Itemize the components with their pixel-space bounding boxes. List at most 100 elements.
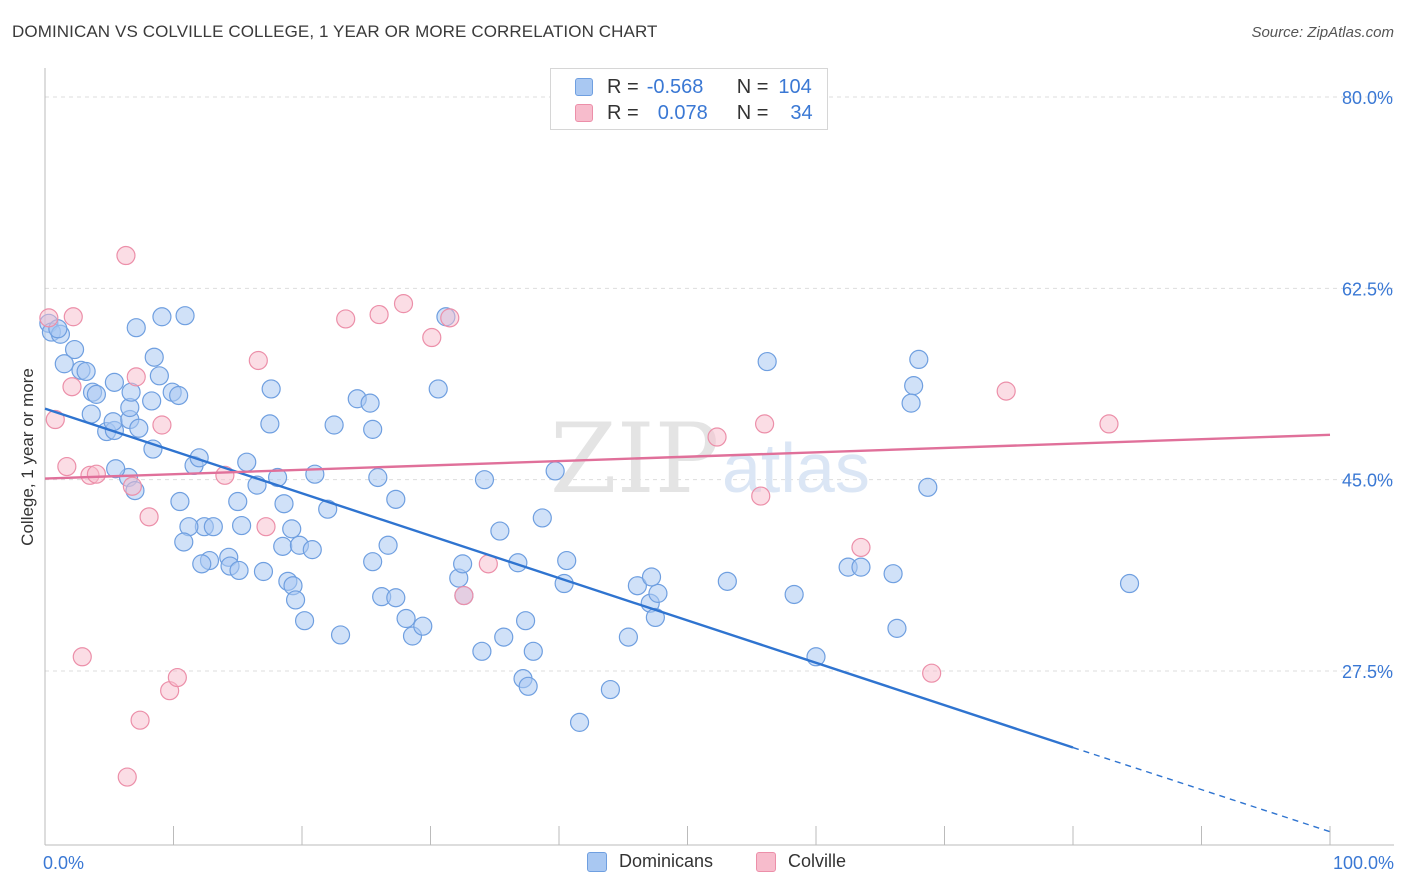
dominicans-point <box>600 679 621 700</box>
colville-point <box>754 414 775 434</box>
colville-point <box>707 427 727 447</box>
trend-lines <box>44 407 1331 833</box>
dominicans-point <box>918 477 938 497</box>
source-credit: Source: ZipAtlas.com <box>1251 24 1394 41</box>
series-legend: Dominicans Colville <box>0 851 1406 877</box>
dominicans-point <box>901 393 921 413</box>
colville-point <box>126 367 146 387</box>
dominicans-points <box>39 306 1140 732</box>
dominicans-point <box>169 385 189 406</box>
dominicans-trend-extension <box>1072 746 1331 833</box>
dominicans-point <box>557 550 577 571</box>
dominicans-point <box>144 347 164 367</box>
dominicans-point <box>274 494 294 514</box>
dominicans-point <box>285 590 306 610</box>
dominicans-point <box>54 354 74 374</box>
r-label: R = <box>607 101 639 124</box>
dominicans-point <box>413 616 433 636</box>
colville-point <box>167 667 187 688</box>
dominicans-point <box>305 464 325 484</box>
dominicans-point <box>428 379 448 399</box>
dominicans-point <box>887 618 907 638</box>
dominicans-point <box>363 419 383 439</box>
dominicans-point <box>324 415 344 435</box>
dominicans-point <box>189 448 209 468</box>
dominicans-trend-line <box>44 407 1074 749</box>
colville-point <box>57 456 77 477</box>
dominicans-point <box>360 393 380 413</box>
dominicans-point <box>396 608 416 629</box>
dominicans-point <box>282 519 302 539</box>
colville-point <box>422 327 442 348</box>
colville-point <box>369 304 389 325</box>
dominicans-point <box>318 499 338 519</box>
dominicans-point <box>494 627 514 647</box>
colville-point <box>45 409 65 430</box>
dominicans-point <box>717 571 737 591</box>
dominicans-point <box>129 418 149 438</box>
n-value: 104 <box>778 75 812 98</box>
r-value: 0.078 <box>657 101 708 124</box>
dominicans-point <box>757 351 777 372</box>
n-value: 34 <box>790 101 813 124</box>
dominicans-point <box>174 532 194 552</box>
legend-item-colville: Colville <box>756 851 846 872</box>
dominicans-point <box>237 452 257 472</box>
dominicans-point <box>532 508 552 528</box>
dominicans-point <box>64 339 85 360</box>
colville-point <box>63 307 83 327</box>
dominicans-point <box>909 349 929 369</box>
colville-point <box>1099 414 1119 434</box>
dominicans-point <box>453 554 473 574</box>
dominicans-point <box>363 552 383 572</box>
dominicans-point <box>645 607 665 628</box>
y-tick-label: 80.0% <box>1342 88 1393 108</box>
dominicans-point <box>302 540 322 560</box>
dominicans-point <box>76 361 96 382</box>
colville-point <box>39 308 59 328</box>
dominicans-point <box>627 576 647 596</box>
y-tick-label: 45.0% <box>1342 471 1393 491</box>
dominicans-point <box>641 567 662 587</box>
x-tick-label: 0.0% <box>43 853 84 873</box>
dominicans-point <box>368 467 388 488</box>
dominicans-point <box>126 318 146 338</box>
dominicans-point <box>106 459 126 479</box>
dominicans-point <box>273 536 293 556</box>
dominicans-point <box>260 414 280 434</box>
dominicans-point <box>569 712 590 732</box>
legend-row-dominicans: R = -0.568 N = 104 <box>575 74 812 100</box>
dominicans-point <box>386 588 406 608</box>
colville-point <box>122 476 142 496</box>
dominicans-point <box>904 376 924 396</box>
dominicans-point <box>523 641 543 661</box>
dominicans-point <box>330 625 351 645</box>
dominicans-point <box>228 491 248 512</box>
legend-row-colville: R = 0.078 N = 34 <box>575 100 813 126</box>
dominicans-point <box>784 584 804 605</box>
dominicans-point <box>104 372 124 392</box>
n-label: N = <box>736 75 769 98</box>
dominicans-point <box>149 366 169 386</box>
legend-item-dominicans: Dominicans <box>587 851 713 872</box>
dominicans-swatch <box>575 78 593 96</box>
dominicans-point <box>515 611 536 631</box>
colville-point <box>130 710 150 730</box>
dominicans-legend-swatch <box>587 851 607 872</box>
colville-swatch <box>575 104 593 122</box>
y-tick-label: 62.5% <box>1342 279 1393 299</box>
axes <box>44 68 1394 846</box>
dominicans-point <box>490 521 510 541</box>
dominicans-point <box>648 583 668 603</box>
colville-point <box>393 294 414 314</box>
dominicans-point <box>142 391 162 411</box>
n-label: N = <box>736 101 769 124</box>
colville-point <box>454 585 474 606</box>
dominicans-point <box>378 535 398 555</box>
colville-point <box>851 537 871 558</box>
colville-trend-line <box>44 433 1331 480</box>
correlation-legend: R = -0.568 N = 104 R = 0.078 N = 34 <box>550 68 828 130</box>
dominicans-point <box>386 489 406 509</box>
tick-labels: 27.5% 45.0% 62.5% 80.0% 0.0% 100.0% <box>43 88 1394 873</box>
